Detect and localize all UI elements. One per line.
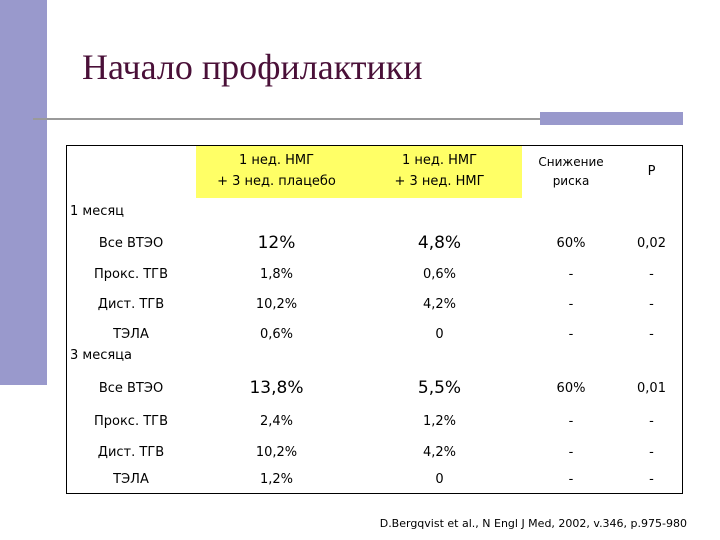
rule <box>33 118 540 120</box>
table <box>66 145 683 494</box>
section-label: 3 месяца <box>70 348 132 363</box>
row-label: ТЭЛА <box>113 472 149 488</box>
row-label: Все ВТЭО <box>98 235 164 251</box>
citation: D.Bergqvist et al., N Engl J Med, 2002, … <box>379 517 687 530</box>
table-cell: 2,4% <box>259 413 294 429</box>
table-cell: - <box>649 413 654 429</box>
table-cell: 4,2% <box>422 296 457 312</box>
table-cell: 12% <box>257 233 296 254</box>
table-cell: - <box>649 326 654 342</box>
sidebar <box>0 0 47 385</box>
table-cell: 13,8% <box>249 378 304 399</box>
table-cell: 0 <box>435 326 444 342</box>
table-cell: - <box>649 444 654 460</box>
column-header: 1 нед. НМГ + 3 нед. НМГ <box>357 146 522 198</box>
table-cell: 5,5% <box>417 378 462 399</box>
column-header: P <box>647 163 656 179</box>
table-cell: 1,2% <box>259 472 294 488</box>
column-header: 1 нед. НМГ + 3 нед. плацебо <box>196 146 357 198</box>
table-cell: - <box>568 444 574 460</box>
table-cell: 4,2% <box>422 444 457 460</box>
table-cell: 0,01 <box>637 380 666 396</box>
table-cell: - <box>649 296 654 312</box>
table-cell: 60% <box>556 235 586 251</box>
row-label: ТЭЛА <box>113 326 149 342</box>
section-label: 1 месяц <box>70 204 125 219</box>
row-label: Все ВТЭО <box>98 380 164 396</box>
table-cell: - <box>568 266 574 282</box>
table-cell: - <box>649 472 654 488</box>
row-label: Прокс. ТГВ <box>93 266 169 282</box>
table-cell: 1,8% <box>259 266 294 282</box>
table-cell: 4,8% <box>417 233 462 254</box>
table-cell: 1,2% <box>422 413 457 429</box>
title: Начало профилактики <box>82 47 423 87</box>
row-label: Дист. ТГВ <box>97 444 165 460</box>
table-cell: 0 <box>435 472 444 488</box>
table-cell: - <box>568 326 574 342</box>
table-cell: 0,02 <box>637 235 666 251</box>
row-label: Дист. ТГВ <box>97 296 165 312</box>
table-cell: 10,2% <box>255 296 298 312</box>
table-cell: - <box>568 472 574 488</box>
table-cell: 10,2% <box>255 444 298 460</box>
row-label: Прокс. ТГВ <box>93 413 169 429</box>
column-header: Снижение риска <box>538 154 604 188</box>
rule-accent <box>540 112 683 125</box>
table-cell: - <box>568 296 574 312</box>
table-cell: - <box>568 413 574 429</box>
table-cell: 0,6% <box>422 266 457 282</box>
table-cell: 0,6% <box>259 326 294 342</box>
table-cell: - <box>649 266 654 282</box>
table-cell: 60% <box>556 380 586 396</box>
